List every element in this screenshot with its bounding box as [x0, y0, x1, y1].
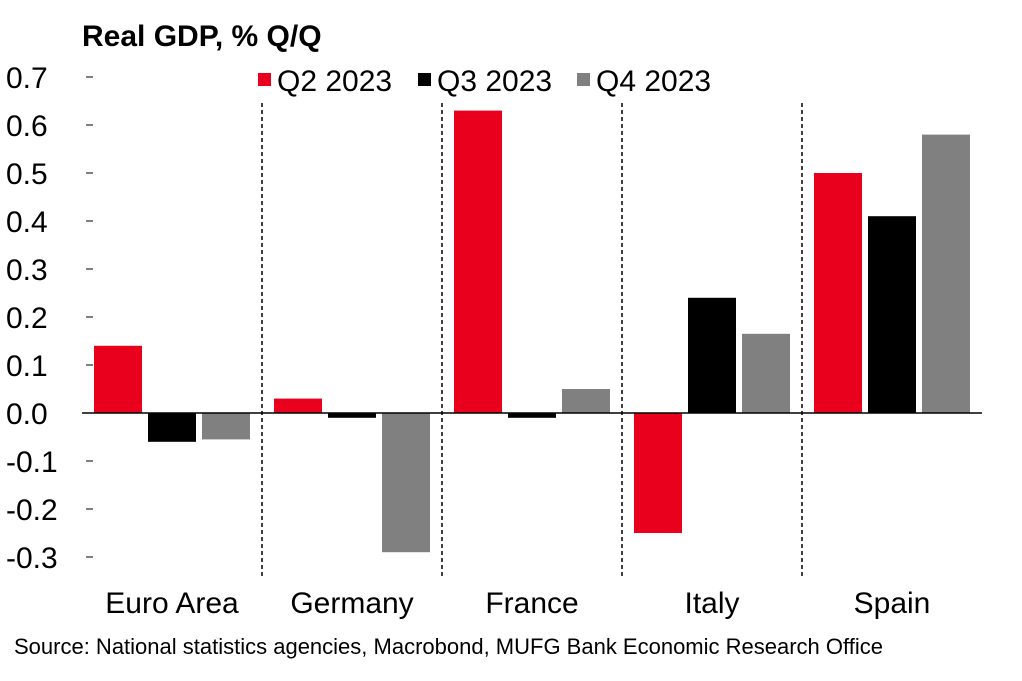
- legend: Q2 2023 Q3 2023 Q4 2023: [258, 65, 711, 98]
- legend-swatch: [577, 73, 590, 86]
- y-tick-label: -0.3: [6, 542, 58, 575]
- bar-france-q3-2023: [508, 413, 556, 418]
- category-label: Italy: [684, 587, 739, 620]
- category-label: Euro Area: [105, 587, 239, 620]
- legend-swatch: [258, 73, 271, 86]
- bars: [94, 110, 970, 553]
- y-tick-label: 0.2: [6, 302, 48, 335]
- y-tick-label: 0.4: [6, 206, 48, 239]
- category-label: Spain: [854, 587, 931, 620]
- bar-spain-q4-2023: [922, 134, 970, 413]
- category-label: Germany: [290, 587, 413, 620]
- y-tick-label: -0.1: [6, 446, 58, 479]
- bar-italy-q3-2023: [688, 297, 736, 413]
- bar-italy-q4-2023: [742, 333, 790, 413]
- bar-spain-q2-2023: [814, 173, 862, 413]
- legend-swatch: [418, 73, 431, 86]
- bar-germany-q4-2023: [382, 413, 430, 553]
- chart-title: Real GDP, % Q/Q: [82, 20, 322, 53]
- bar-germany-q2-2023: [274, 398, 322, 413]
- y-axis: 0.7 0.6 0.5 0.4 0.3 0.2 0.1 0.0 -0.1 -0.2 -0.3: [6, 62, 93, 575]
- y-tick-label: 0.7: [6, 62, 48, 95]
- bar-italy-q2-2023: [634, 413, 682, 533]
- bar-france-q4-2023: [562, 389, 610, 413]
- legend-label: Q4 2023: [596, 65, 711, 98]
- legend-label: Q3 2023: [437, 65, 552, 98]
- category-labels: Euro Area Germany France Italy Spain: [105, 587, 930, 620]
- y-tick-label: 0.5: [6, 158, 48, 191]
- category-dividers: [261, 103, 803, 577]
- y-tick-label: 0.1: [6, 350, 48, 383]
- y-tick-label: -0.2: [6, 494, 58, 527]
- bar-france-q2-2023: [454, 110, 502, 413]
- bar-euro-area-q4-2023: [202, 413, 250, 440]
- category-label: France: [485, 587, 578, 620]
- y-tick-label: 0.0: [6, 398, 48, 431]
- y-tick-label: 0.3: [6, 254, 48, 287]
- y-tick-label: 0.6: [6, 110, 48, 143]
- legend-label: Q2 2023: [277, 65, 392, 98]
- bar-euro-area-q3-2023: [148, 413, 196, 442]
- bar-euro-area-q2-2023: [94, 345, 142, 413]
- bar-germany-q3-2023: [328, 413, 376, 418]
- source-note: Source: National statistics agencies, Ma…: [14, 634, 883, 659]
- bar-spain-q3-2023: [868, 216, 916, 413]
